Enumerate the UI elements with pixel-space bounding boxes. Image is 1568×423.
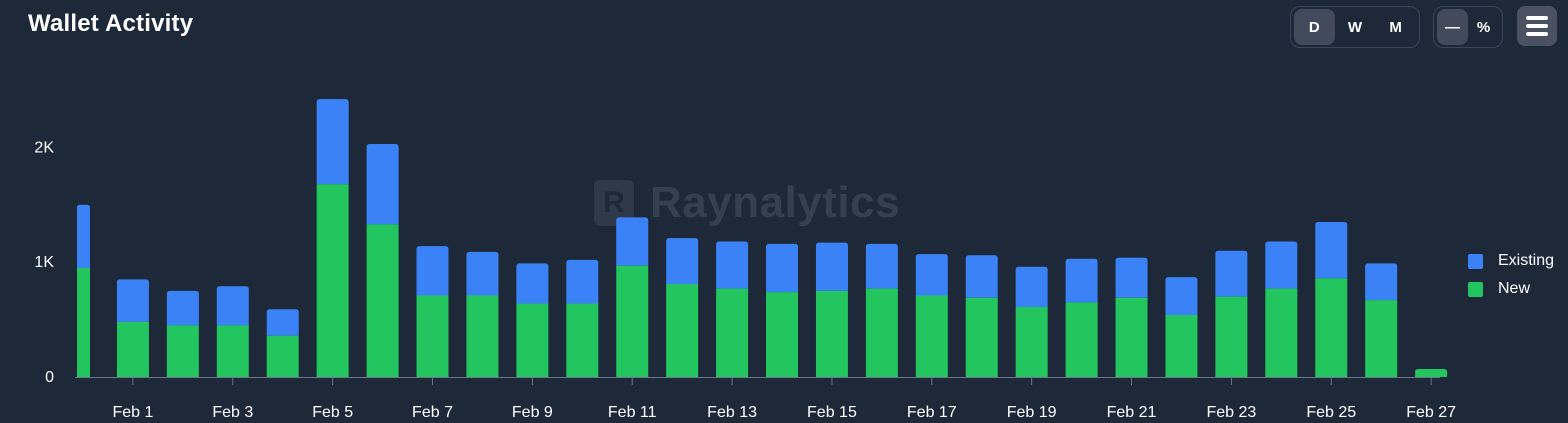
x-tick-label: Feb 13 <box>707 404 757 421</box>
bar-existing[interactable] <box>1015 266 1048 307</box>
bar-new[interactable] <box>1365 300 1398 377</box>
bar-existing[interactable] <box>1115 257 1148 298</box>
bar-new[interactable] <box>1315 278 1348 377</box>
bar-existing[interactable] <box>366 143 399 225</box>
x-tick-label: Feb 9 <box>512 404 553 421</box>
legend-label-new: New <box>1498 280 1531 297</box>
legend-swatch-existing <box>1468 253 1483 269</box>
bar-existing[interactable] <box>566 259 599 304</box>
bar-existing[interactable] <box>965 255 998 298</box>
bar-existing[interactable] <box>1215 250 1248 297</box>
bar-existing[interactable] <box>666 238 699 285</box>
x-tick-label: Feb 21 <box>1107 404 1157 421</box>
bar-existing[interactable] <box>1165 277 1198 316</box>
bar-new[interactable] <box>316 184 349 377</box>
bar-new[interactable] <box>1065 302 1098 377</box>
bar-existing[interactable] <box>466 251 499 296</box>
bar-new[interactable] <box>1165 315 1198 377</box>
bar-new[interactable] <box>1265 288 1298 377</box>
bar-existing[interactable] <box>1315 222 1348 279</box>
hamburger-menu-icon[interactable] <box>1517 6 1557 46</box>
watermark: R Raynalytics <box>594 178 900 228</box>
absolute-mode-button[interactable]: — <box>1437 9 1468 45</box>
period-month-button[interactable]: M <box>1389 18 1402 36</box>
bar-new[interactable] <box>516 303 549 377</box>
bar-existing[interactable] <box>77 204 90 268</box>
bar-new[interactable] <box>77 267 90 377</box>
legend-label-existing: Existing <box>1498 252 1555 269</box>
bar-existing[interactable] <box>216 286 249 326</box>
x-tick-label: Feb 17 <box>907 404 957 421</box>
bar-existing[interactable] <box>316 99 349 185</box>
period-toggle: D W M <box>1290 6 1420 48</box>
x-tick-label: Feb 3 <box>212 404 253 421</box>
y-tick-label: 2K <box>34 139 54 156</box>
bar-new[interactable] <box>965 297 998 377</box>
bar-existing[interactable] <box>1265 241 1298 289</box>
chart-title: Wallet Activity <box>28 10 194 37</box>
x-tick-label: Feb 25 <box>1306 404 1356 421</box>
value-mode-toggle: — % <box>1433 6 1503 48</box>
bar-new[interactable] <box>1415 368 1448 377</box>
menu-line <box>1526 32 1548 36</box>
legend-item-new[interactable]: New <box>1468 275 1554 303</box>
period-week-button[interactable]: W <box>1347 18 1363 36</box>
bar-new[interactable] <box>216 325 249 377</box>
bar-existing[interactable] <box>416 246 449 296</box>
bar-new[interactable] <box>766 292 799 377</box>
bar-new[interactable] <box>366 224 399 377</box>
bar-new[interactable] <box>116 321 149 377</box>
bar-new[interactable] <box>466 295 499 377</box>
bar-existing[interactable] <box>766 243 799 293</box>
bar-new[interactable] <box>1215 296 1248 377</box>
menu-line <box>1526 16 1548 20</box>
bar-new[interactable] <box>815 290 848 377</box>
bar-new[interactable] <box>1115 297 1148 377</box>
y-tick-label: 0 <box>45 369 54 386</box>
bar-existing[interactable] <box>166 290 199 326</box>
watermark-text: Raynalytics <box>650 178 901 227</box>
bar-existing[interactable] <box>116 279 149 322</box>
bar-new[interactable] <box>1015 306 1048 377</box>
legend-swatch-new <box>1468 281 1483 297</box>
x-tick-label: Feb 15 <box>807 404 857 421</box>
legend: Existing New <box>1468 247 1554 303</box>
x-tick-label: Feb 11 <box>608 404 657 421</box>
bar-existing[interactable] <box>915 254 948 296</box>
period-day-button[interactable]: D <box>1294 9 1335 45</box>
bar-new[interactable] <box>616 265 649 377</box>
bar-new[interactable] <box>666 284 699 377</box>
bar-existing[interactable] <box>716 241 749 289</box>
bar-new[interactable] <box>915 295 948 377</box>
bar-new[interactable] <box>166 325 199 377</box>
bar-new[interactable] <box>416 295 449 377</box>
x-tick-label: Feb 1 <box>112 404 153 421</box>
bar-existing[interactable] <box>815 242 848 291</box>
x-tick-label: Feb 7 <box>412 404 453 421</box>
bar-existing[interactable] <box>1365 263 1398 301</box>
bar-existing[interactable] <box>266 309 299 336</box>
menu-line <box>1526 24 1548 28</box>
x-tick-label: Feb 23 <box>1206 404 1256 421</box>
x-tick-label: Feb 5 <box>312 404 353 421</box>
bar-existing[interactable] <box>1065 258 1098 303</box>
bar-new[interactable] <box>865 288 898 377</box>
legend-item-existing[interactable]: Existing <box>1468 247 1554 275</box>
watermark-logo: R <box>594 180 634 226</box>
bar-existing[interactable] <box>516 263 549 304</box>
x-tick-label: Feb 27 <box>1406 404 1456 421</box>
percent-mode-button[interactable]: % <box>1476 18 1491 36</box>
y-tick-label: 1K <box>34 254 54 271</box>
x-tick-label: Feb 19 <box>1007 404 1057 421</box>
bar-new[interactable] <box>266 335 299 377</box>
bar-existing[interactable] <box>865 243 898 289</box>
bar-new[interactable] <box>566 303 599 377</box>
bar-existing[interactable] <box>616 217 649 266</box>
bar-new[interactable] <box>716 288 749 377</box>
